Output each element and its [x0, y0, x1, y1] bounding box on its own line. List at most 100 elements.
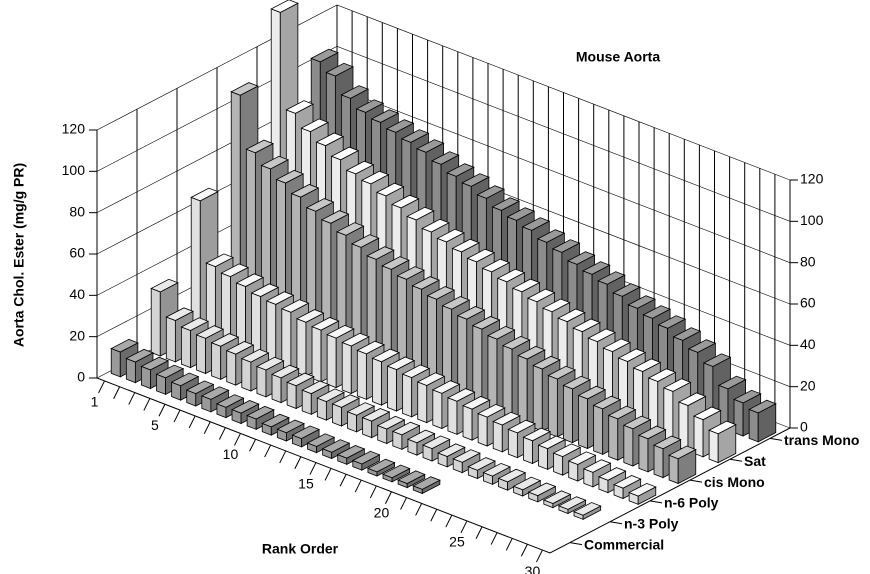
bar-top: [341, 332, 370, 347]
bar: [336, 445, 366, 465]
bar-front: [668, 454, 679, 485]
bar-top: [733, 389, 762, 404]
bar-top: [391, 194, 420, 209]
x-tick-label: 20: [374, 504, 390, 520]
x-tick: [354, 479, 362, 493]
bar-top: [511, 278, 541, 293]
bar-top: [140, 356, 170, 371]
bar-top: [321, 439, 351, 453]
bar-front: [326, 333, 337, 389]
bar-top: [551, 239, 581, 253]
bar-front: [296, 318, 307, 377]
bar-top: [310, 48, 339, 63]
bar-top: [346, 402, 376, 416]
bar-top: [471, 316, 501, 330]
bar-top: [467, 457, 496, 471]
bar: [412, 476, 441, 495]
bar-top: [512, 476, 542, 491]
bar-top: [396, 266, 425, 280]
bar: [276, 419, 305, 442]
bar-top: [370, 109, 400, 123]
x-tick: [475, 526, 483, 539]
bar-top: [315, 132, 345, 147]
bar-top: [271, 364, 300, 379]
bar-top: [476, 185, 505, 199]
bar: [597, 467, 627, 494]
bar-top: [180, 317, 210, 331]
bar-top: [602, 338, 632, 353]
bar-top: [320, 210, 350, 224]
bar-top: [355, 99, 385, 113]
bar-top: [397, 470, 426, 484]
bar: [522, 427, 552, 465]
legend-label: trans Mono: [784, 432, 859, 448]
bar-top: [301, 380, 330, 395]
bar: [467, 457, 496, 480]
bar: [748, 399, 777, 443]
bar-top: [431, 380, 461, 394]
bar-top: [597, 271, 626, 285]
x-tick: [536, 549, 543, 563]
bar: [573, 502, 602, 520]
bar-top: [260, 155, 290, 170]
bar-front: [271, 373, 282, 404]
bar: [261, 413, 290, 436]
bar-front: [593, 404, 604, 455]
bar: [351, 450, 381, 471]
bar-top: [677, 392, 707, 406]
bar-top: [261, 413, 290, 428]
bar: [628, 482, 657, 505]
bar: [306, 433, 336, 454]
x-tick: [339, 474, 347, 487]
bar-top: [326, 324, 355, 339]
bar: [246, 405, 275, 430]
x-axis-label: Rank Order: [262, 541, 339, 557]
bar-top: [356, 340, 385, 355]
bar-top: [366, 458, 396, 473]
bar-top: [552, 443, 582, 458]
y-tick-label: 120: [62, 121, 86, 137]
bar-top: [502, 335, 531, 350]
bar-top: [481, 258, 511, 273]
bar-top: [361, 408, 391, 422]
bar-front: [226, 350, 237, 386]
bar-top: [668, 445, 697, 460]
bar-top: [200, 386, 230, 400]
x-tick: [188, 415, 196, 429]
y2-tick-label: 120: [800, 171, 824, 187]
bar-front: [286, 381, 297, 410]
bar-top: [210, 333, 240, 347]
bar-front: [517, 354, 528, 426]
bar-top: [291, 425, 321, 440]
y2-tick-label: 100: [800, 212, 824, 228]
bar-front: [372, 357, 382, 406]
bar-top: [230, 82, 259, 96]
bar-top: [306, 433, 336, 447]
x-tick: [385, 491, 392, 504]
bar-front: [181, 326, 191, 369]
bar-front: [311, 326, 322, 383]
bar-top: [497, 468, 527, 483]
x-tick-label: 30: [525, 563, 541, 574]
bar-top: [382, 464, 411, 479]
bar-top: [567, 451, 597, 465]
bar-top: [452, 449, 481, 463]
bar-top: [517, 345, 546, 360]
x-tick: [128, 392, 136, 405]
x-tick: [415, 503, 423, 516]
bar-front: [608, 414, 619, 461]
depth-tick: [649, 500, 663, 504]
bar-top: [687, 339, 717, 353]
bar-top: [607, 405, 637, 420]
bar-top: [647, 368, 677, 382]
bar-top: [300, 118, 330, 133]
x-tick: [369, 485, 377, 499]
bar-front: [241, 357, 252, 392]
bar: [613, 475, 642, 500]
depth-tick: [569, 542, 583, 546]
bar-front: [563, 384, 573, 444]
bar-top: [532, 355, 561, 370]
bar-top: [496, 268, 526, 283]
bar-top: [573, 502, 602, 516]
bar-top: [360, 170, 390, 185]
